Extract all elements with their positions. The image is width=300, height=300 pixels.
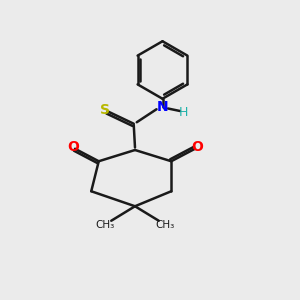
Text: O: O [67,140,79,154]
Text: CH₃: CH₃ [155,220,175,230]
Text: N: N [157,100,168,114]
Text: S: S [100,103,110,117]
Text: H: H [179,106,188,118]
Text: CH₃: CH₃ [95,220,115,230]
Text: O: O [191,140,203,154]
